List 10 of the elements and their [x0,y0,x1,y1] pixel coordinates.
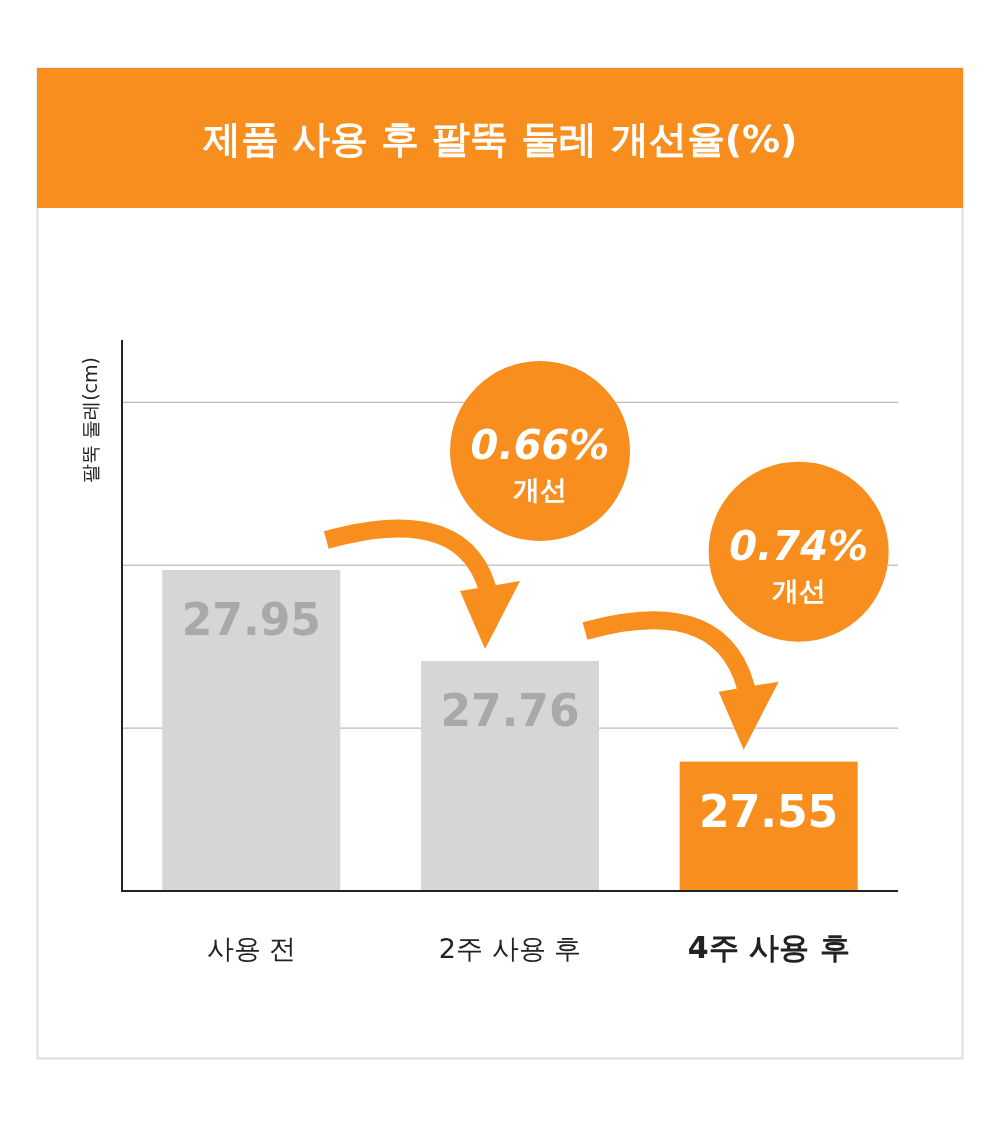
annotation: 개선 [513,474,567,506]
x-tick-label: 사용 전 [206,933,297,964]
annotation: 개선 [771,574,826,606]
data-label: 27.55 [699,785,839,837]
annotation: 0.74% [729,522,869,569]
annotation: 0.66% [470,422,610,469]
x-tick-label: 4주 사용 후 [687,930,850,965]
chart-title: 제품 사용 후 팔뚝 둘레 개선율(%) [201,117,798,161]
y-axis-title: 팔뚝 둘레(cm) [79,357,101,483]
x-tick-label: 2주 사용 후 [438,933,582,964]
